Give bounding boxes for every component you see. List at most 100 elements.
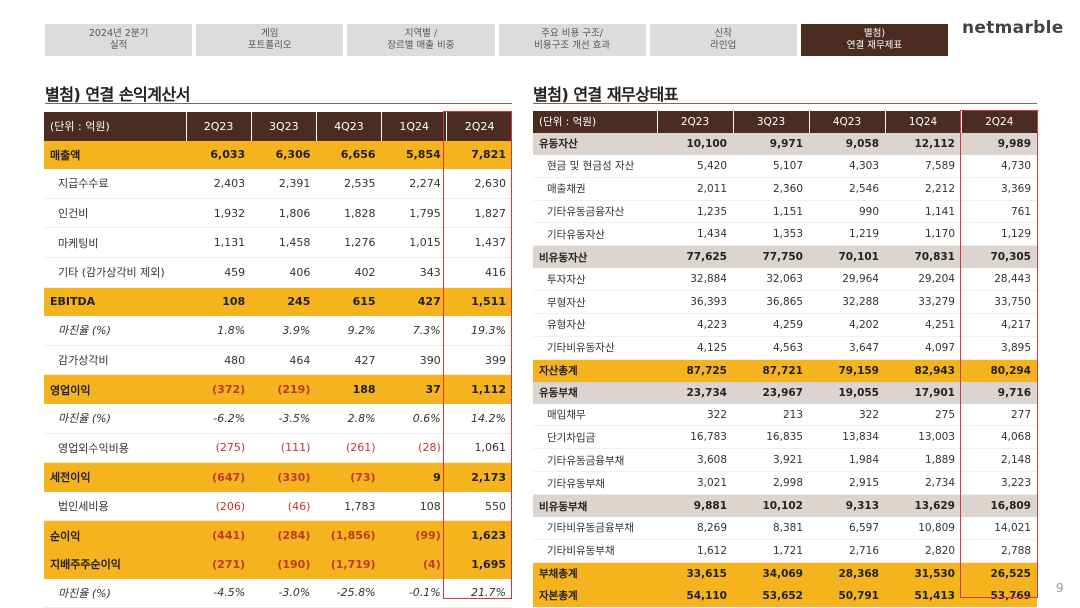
table-cell: 2,535	[316, 169, 382, 199]
table-cell: 31,530	[885, 562, 961, 585]
row-label: 유형자산	[533, 313, 657, 337]
table-cell: 13,003	[885, 425, 961, 450]
tab-line: 신작	[714, 28, 733, 39]
table-cell: 37	[381, 374, 447, 404]
row-label: 마진율 (%)	[44, 316, 186, 346]
table-row: 영업외수익비용 (275) (111) (261) (28) 1,061	[44, 433, 512, 464]
tab-line: 실적	[109, 40, 128, 51]
table-cell: 464	[251, 345, 317, 376]
tab-financial-statements[interactable]: 별첨) 연결 재무제표	[800, 24, 949, 56]
table-cell: (271)	[186, 549, 252, 579]
table-cell: 1,612	[657, 539, 733, 563]
table-cell: 1,889	[885, 448, 961, 473]
table-cell: 277	[961, 403, 1037, 427]
table-cell: 9	[381, 462, 447, 492]
table-cell: 53,652	[733, 584, 809, 607]
page-number: 9	[1056, 581, 1064, 595]
table-cell: 6,033	[186, 140, 252, 170]
table-cell: 2,734	[885, 471, 961, 496]
table-cell: 1,783	[316, 491, 382, 522]
table-cell: -4.5%	[186, 578, 252, 608]
table-cell: 402	[316, 257, 382, 288]
table-cell: 1,828	[316, 198, 382, 229]
row-label: 인건비	[44, 198, 186, 229]
tab-cost-structure[interactable]: 주요 비용 구조/비용구조 개선 효과	[498, 24, 646, 56]
table-cell: 82,943	[885, 359, 961, 382]
unit-header: (단위 : 억원)	[44, 112, 186, 141]
column-header: 4Q23	[315, 112, 382, 141]
table-cell: 32,288	[809, 290, 885, 315]
table-cell: 3,223	[961, 471, 1037, 496]
tab-line: 별첨)	[863, 28, 886, 39]
table-row: 마진율 (%) -6.2% -3.5% 2.8% 0.6% 14.2%	[44, 403, 512, 434]
table-cell: 32,063	[733, 268, 809, 292]
column-header: 2Q23	[185, 112, 252, 141]
row-label: 무형자산	[533, 290, 657, 315]
table-row: 매출액 6,033 6,306 6,656 5,854 7,821	[44, 140, 512, 170]
table-row: 유형자산 4,223 4,259 4,202 4,251 4,217	[533, 313, 1037, 337]
column-header: 1Q24	[884, 111, 961, 133]
row-label: 기타유동자산	[533, 222, 657, 247]
table-cell: 29,964	[809, 268, 885, 292]
table-cell: 1.8%	[186, 316, 252, 346]
row-label: 영업이익	[44, 374, 186, 404]
table-cell: 70,101	[809, 245, 885, 269]
table-cell: (206)	[186, 491, 252, 522]
tab-q2-results[interactable]: 2024년 2분기 실적	[45, 24, 193, 56]
table-cell: 1,131	[186, 227, 252, 258]
row-label: 비유동자산	[533, 245, 657, 269]
table-row: 순이익 (441) (284) (1,856) (99) 1,623	[44, 520, 512, 550]
table-row: 영업이익 (372) (219) 188 37 1,112	[44, 374, 512, 404]
table-cell: 9.2%	[316, 316, 382, 346]
row-label: 매입채무	[533, 403, 657, 427]
table-cell: 32,884	[657, 268, 733, 292]
row-label: EBITDA	[44, 287, 186, 317]
table-cell: 108	[381, 491, 447, 522]
table-cell: 23,734	[657, 381, 733, 404]
tab-line: 지역별 /	[404, 28, 438, 39]
table-cell: 77,750	[733, 245, 809, 269]
table-cell: 2,915	[809, 471, 885, 496]
table-row: 유동부채 23,734 23,967 19,055 17,901 9,716	[533, 381, 1037, 404]
row-label: 마진율 (%)	[44, 403, 186, 434]
table-cell: 33,615	[657, 562, 733, 585]
table-cell: 213	[733, 403, 809, 427]
table-row: 감가상각비 480 464 427 390 399	[44, 345, 512, 376]
table-cell: 28,368	[809, 562, 885, 585]
table-row: 매출채권 2,011 2,360 2,546 2,212 3,369	[533, 177, 1037, 201]
row-label: 자산총계	[533, 359, 657, 382]
row-label: 법인세비용	[44, 491, 186, 522]
tab-region-genre-sales[interactable]: 지역별 / 장르별 매출 비중	[347, 24, 495, 56]
table-cell: 7,589	[885, 154, 961, 178]
table-cell: (190)	[251, 549, 317, 579]
table-cell: 4,563	[733, 336, 809, 360]
table-cell: 2,360	[733, 177, 809, 201]
table-cell: 4,303	[809, 154, 885, 178]
table-cell: 1,795	[381, 198, 447, 229]
table-cell: 1,061	[446, 433, 512, 464]
table-cell: 53,769	[961, 584, 1037, 607]
table-row: 부채총계 33,615 34,069 28,368 31,530 26,525	[533, 562, 1037, 585]
table-cell: (441)	[186, 520, 252, 550]
table-cell: 9,989	[961, 132, 1037, 155]
table-row: 지급수수료 2,403 2,391 2,535 2,274 2,630	[44, 169, 512, 199]
tab-game-portfolio[interactable]: 게임 포트폴리오	[196, 24, 344, 56]
table-cell: 1,276	[316, 227, 382, 258]
table-cell: 2,998	[733, 471, 809, 496]
column-header: 3Q23	[250, 112, 317, 141]
table-cell: 1,141	[885, 200, 961, 224]
table-cell: 5,420	[657, 154, 733, 178]
tab-new-lineup[interactable]: 신작 라인업	[649, 24, 797, 56]
table-cell: 12,112	[885, 132, 961, 155]
table-row: 자산총계 87,725 87,721 79,159 82,943 80,294	[533, 359, 1037, 382]
table-cell: 87,721	[733, 359, 809, 382]
table-cell: 4,097	[885, 336, 961, 360]
table-cell: 2,173	[446, 462, 512, 492]
row-label: 비유동부채	[533, 494, 657, 518]
title-divider	[45, 103, 512, 104]
tab-line: 포트폴리오	[247, 40, 292, 51]
tab-line: 게임	[261, 28, 279, 39]
row-label: 자본총계	[533, 584, 657, 607]
table-cell: 36,393	[657, 290, 733, 315]
table-cell: 2.8%	[316, 403, 382, 434]
